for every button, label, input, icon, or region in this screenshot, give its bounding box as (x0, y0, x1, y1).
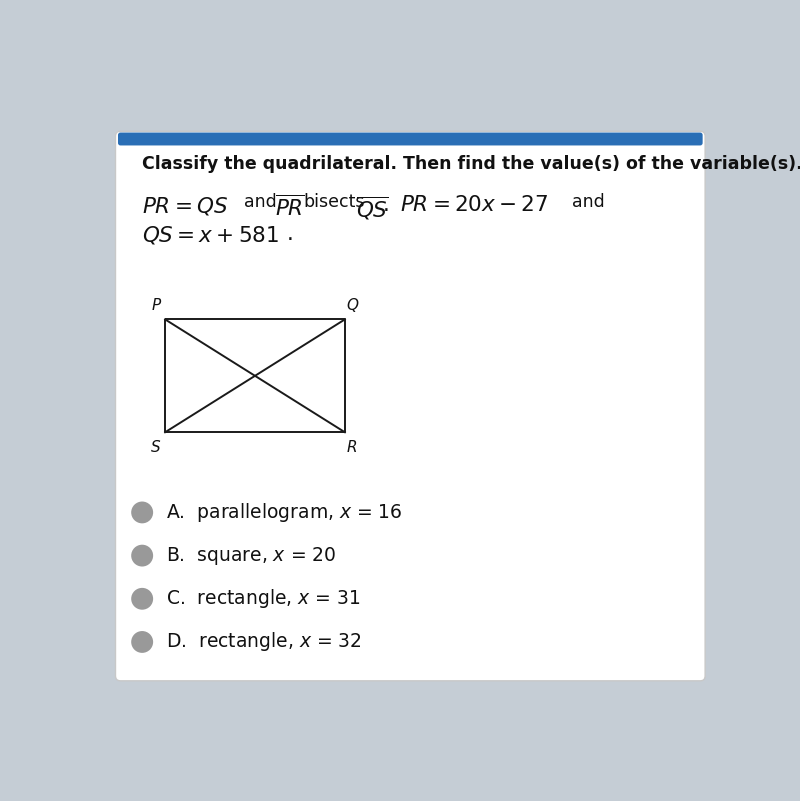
Text: $QS = x + 581$: $QS = x + 581$ (142, 223, 279, 246)
Text: A.  parallelogram, $x$ = 16: A. parallelogram, $x$ = 16 (166, 501, 402, 524)
Text: $.$: $.$ (286, 223, 293, 244)
Circle shape (132, 632, 152, 652)
Text: D.  rectangle, $x$ = 32: D. rectangle, $x$ = 32 (166, 630, 362, 654)
Text: R: R (346, 440, 358, 455)
Text: C.  rectangle, $x$ = 31: C. rectangle, $x$ = 31 (166, 587, 360, 610)
Text: B.  square, $x$ = 20: B. square, $x$ = 20 (166, 545, 336, 566)
Text: $\overline{PR}$: $\overline{PR}$ (275, 195, 305, 220)
Text: Q: Q (346, 298, 358, 313)
Text: P: P (151, 298, 161, 313)
Text: and: and (573, 193, 605, 211)
Text: $PR = QS$: $PR = QS$ (142, 195, 228, 217)
Text: bisects: bisects (303, 193, 365, 211)
FancyBboxPatch shape (118, 132, 702, 146)
FancyBboxPatch shape (115, 131, 705, 681)
Text: $\overline{QS}$: $\overline{QS}$ (356, 195, 389, 222)
Text: Classify the quadrilateral. Then find the value(s) of the variable(s).: Classify the quadrilateral. Then find th… (142, 155, 800, 173)
Circle shape (132, 545, 152, 566)
Circle shape (132, 502, 152, 522)
Text: and: and (244, 193, 277, 211)
Circle shape (132, 589, 152, 609)
Text: S: S (151, 440, 161, 455)
Text: $.\ PR = 20x - 27$: $.\ PR = 20x - 27$ (382, 195, 549, 215)
